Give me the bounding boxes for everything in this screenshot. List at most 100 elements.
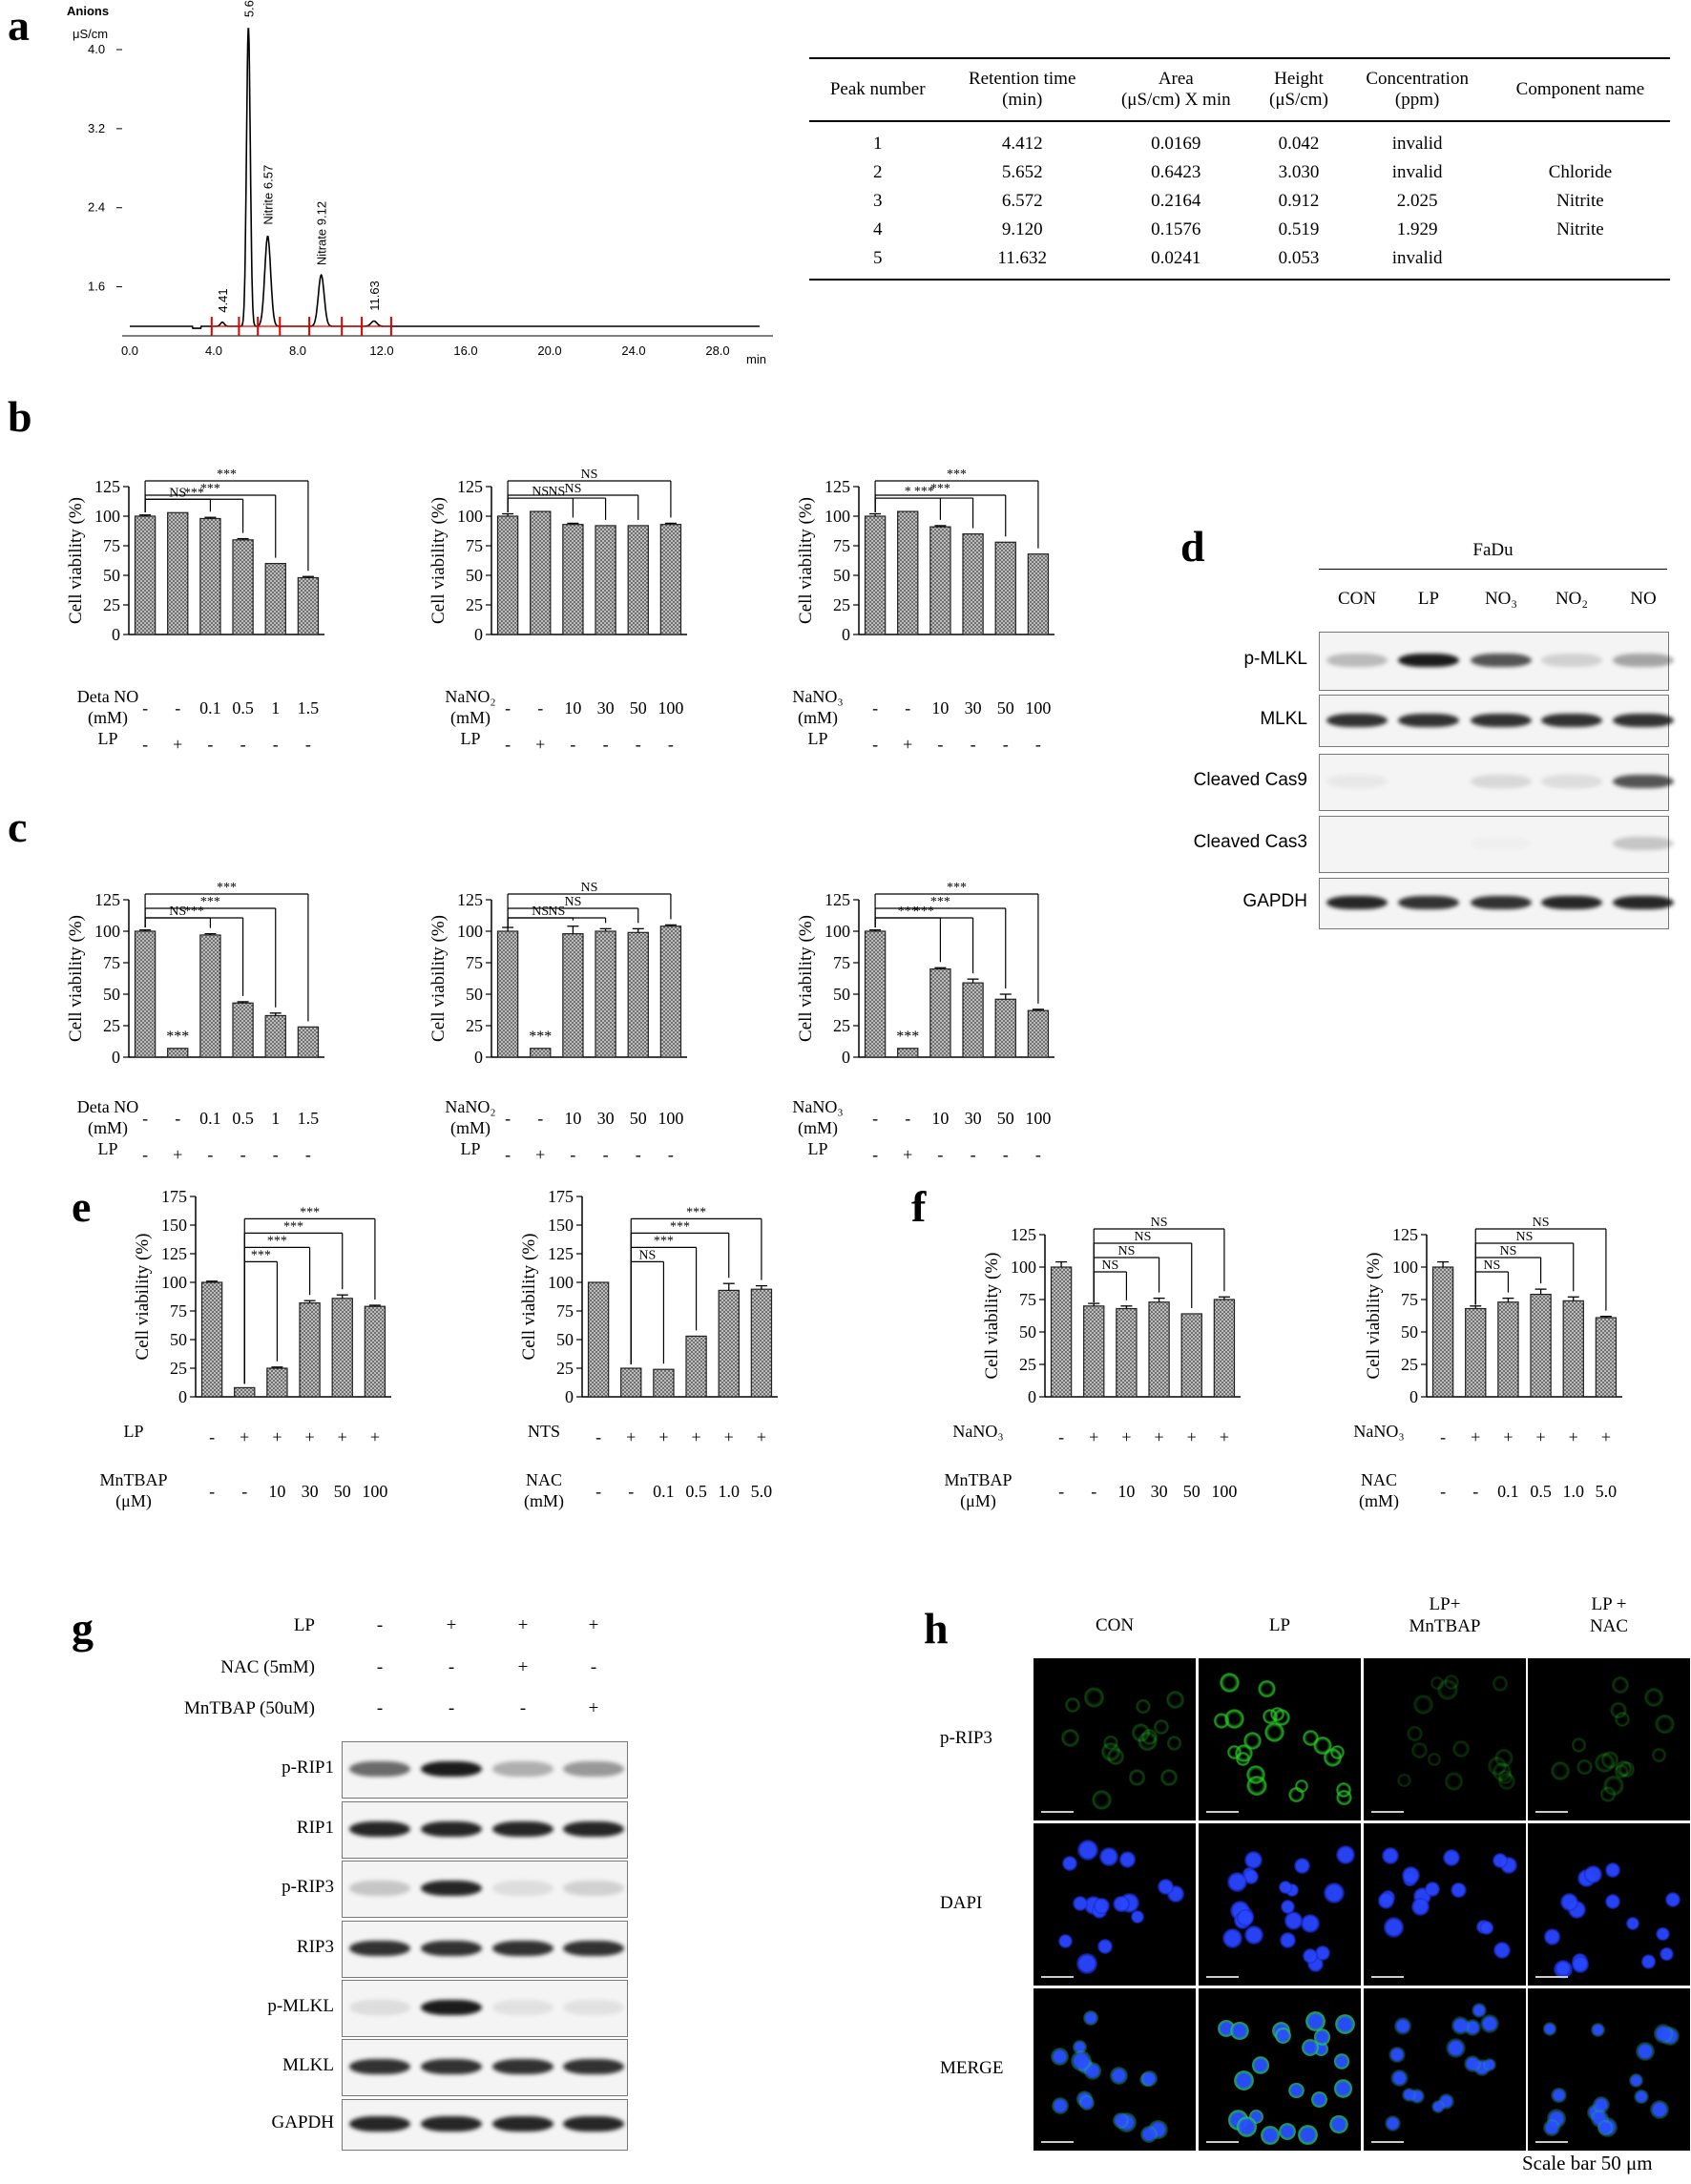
micro-cell xyxy=(1328,2114,1348,2134)
blot-d-row-label: Cleaved Cas3 xyxy=(1193,832,1307,852)
condition-value: - xyxy=(636,1145,641,1164)
y-tick-label: 50 xyxy=(103,985,120,1004)
micro-cell xyxy=(1605,1894,1621,1910)
peak-table-row: 3 6.572 0.2164 0.912 2.025 Nitrite xyxy=(809,187,1670,216)
condition-value: - xyxy=(971,735,976,754)
condition-value: - xyxy=(537,1109,543,1128)
micro-cell xyxy=(1444,1674,1460,1691)
blot-d-header-line xyxy=(1319,569,1667,570)
blot-band xyxy=(1326,837,1388,850)
peak-table-row: 4 9.120 0.1576 0.519 1.929 Nitrite xyxy=(809,216,1670,244)
bar xyxy=(897,510,919,635)
significance-label: NS xyxy=(1516,1230,1534,1244)
y-tick-label: 100 xyxy=(825,922,850,941)
blot-d-membrane xyxy=(1319,816,1669,873)
y-tick-label: 100 xyxy=(825,507,850,526)
blot-d-lane-label: NO xyxy=(1630,589,1657,609)
condition-value: - xyxy=(603,735,609,754)
micro-cell xyxy=(1655,1714,1675,1734)
blot-band xyxy=(349,2059,410,2074)
blot-band xyxy=(492,1941,553,1956)
blot-band xyxy=(421,1881,482,1896)
chromatogram-ytick-label: 3.2 xyxy=(88,121,105,135)
blot-g-row-label: GAPDH xyxy=(271,2112,334,2132)
y-tick-label: 125 xyxy=(1392,1225,1418,1244)
blot-band xyxy=(563,1941,624,1956)
condition-label: MnTBAP xyxy=(99,1470,167,1489)
condition-value: 30 xyxy=(965,1109,982,1128)
y-tick-label: 75 xyxy=(466,953,483,972)
blot-g-membrane xyxy=(342,1861,628,1918)
micro-cell xyxy=(1634,2090,1649,2105)
blot-band xyxy=(1613,654,1674,667)
blot-band xyxy=(421,1761,482,1777)
micro-image-tile xyxy=(1033,1658,1196,1820)
bar xyxy=(653,1368,675,1398)
condition-value: + xyxy=(305,1427,315,1446)
y-tick-label: 150 xyxy=(548,1216,574,1235)
condition-value: - xyxy=(1058,1482,1064,1501)
blot-band xyxy=(563,2116,624,2132)
y-tick-label: 125 xyxy=(1011,1225,1036,1244)
micro-cell xyxy=(1493,1941,1512,1959)
micro-cell xyxy=(1258,1679,1277,1698)
bar xyxy=(297,1026,320,1058)
micro-cell xyxy=(1313,2028,1331,2047)
micro-cell xyxy=(1612,1675,1630,1694)
peak-table-cell: 2.025 xyxy=(1396,191,1438,211)
micro-cell xyxy=(1280,1899,1296,1915)
y-tick-label: 125 xyxy=(94,477,120,496)
significance-label: *** xyxy=(217,468,237,482)
blot-d-row-label: MLKL xyxy=(1260,708,1307,729)
peak-table-column-header: Concentration (ppm) xyxy=(1344,57,1491,122)
peak-table-cell: Chloride xyxy=(1548,162,1613,182)
blot-g-condition-value: - xyxy=(590,1657,597,1677)
bar xyxy=(864,515,887,635)
y-tick-label: 75 xyxy=(833,953,850,972)
blot-g-condition-value: + xyxy=(588,1615,599,1635)
peak-table-cell: 5.652 xyxy=(1001,162,1043,182)
micro-cell xyxy=(1278,1880,1293,1895)
micro-cell xyxy=(1559,1892,1579,1912)
bar xyxy=(1050,1266,1073,1398)
condition-value: - xyxy=(636,735,641,754)
bar xyxy=(1431,1266,1454,1398)
condition-value: + xyxy=(1089,1427,1098,1446)
y-tick-label: 0 xyxy=(474,625,483,644)
micro-cell xyxy=(1284,1911,1304,1930)
micro-scale-bar xyxy=(1041,2141,1074,2143)
blot-g-condition-value: + xyxy=(517,1615,529,1635)
peak-table-row: 1 4.412 0.0169 0.042 invalid xyxy=(809,121,1670,158)
bar xyxy=(1497,1301,1519,1398)
peak-table-cell: 6.572 xyxy=(1001,191,1043,211)
bar xyxy=(530,1048,552,1058)
condition-value: + xyxy=(173,1145,182,1164)
y-axis-label: Cell viability (%) xyxy=(982,1253,1002,1380)
condition-label: NaNO₃ xyxy=(1353,1422,1404,1441)
y-tick-label: 25 xyxy=(170,1359,187,1378)
peak-table-column-header: Retention time (min) xyxy=(946,57,1098,122)
micro-cell xyxy=(1243,1850,1263,1869)
micro-cell xyxy=(1062,1856,1078,1872)
blot-band xyxy=(421,2000,482,2015)
condition-value: - xyxy=(1003,1145,1009,1164)
blot-d-membrane xyxy=(1319,754,1669,811)
condition-value: + xyxy=(272,1427,282,1446)
condition-value: 30 xyxy=(965,698,982,718)
blot-band xyxy=(492,1881,553,1896)
blot-band xyxy=(349,1761,410,1777)
micro-cell xyxy=(1323,1882,1345,1903)
condition-value: - xyxy=(668,1145,674,1164)
significance-label: NS xyxy=(548,905,565,919)
chromatogram-xtick-label: 12.0 xyxy=(369,343,393,358)
bar xyxy=(627,525,649,635)
y-tick-label: 75 xyxy=(1019,1290,1036,1309)
y-tick-label: 25 xyxy=(1401,1355,1418,1374)
blot-band xyxy=(563,1761,624,1777)
condition-value: + xyxy=(903,1145,912,1164)
blot-band xyxy=(1541,837,1602,850)
micro-cell xyxy=(1659,1946,1674,1962)
significance-label: *** xyxy=(251,1248,271,1262)
blot-g-condition-value: + xyxy=(517,1657,529,1677)
bar xyxy=(134,515,157,635)
